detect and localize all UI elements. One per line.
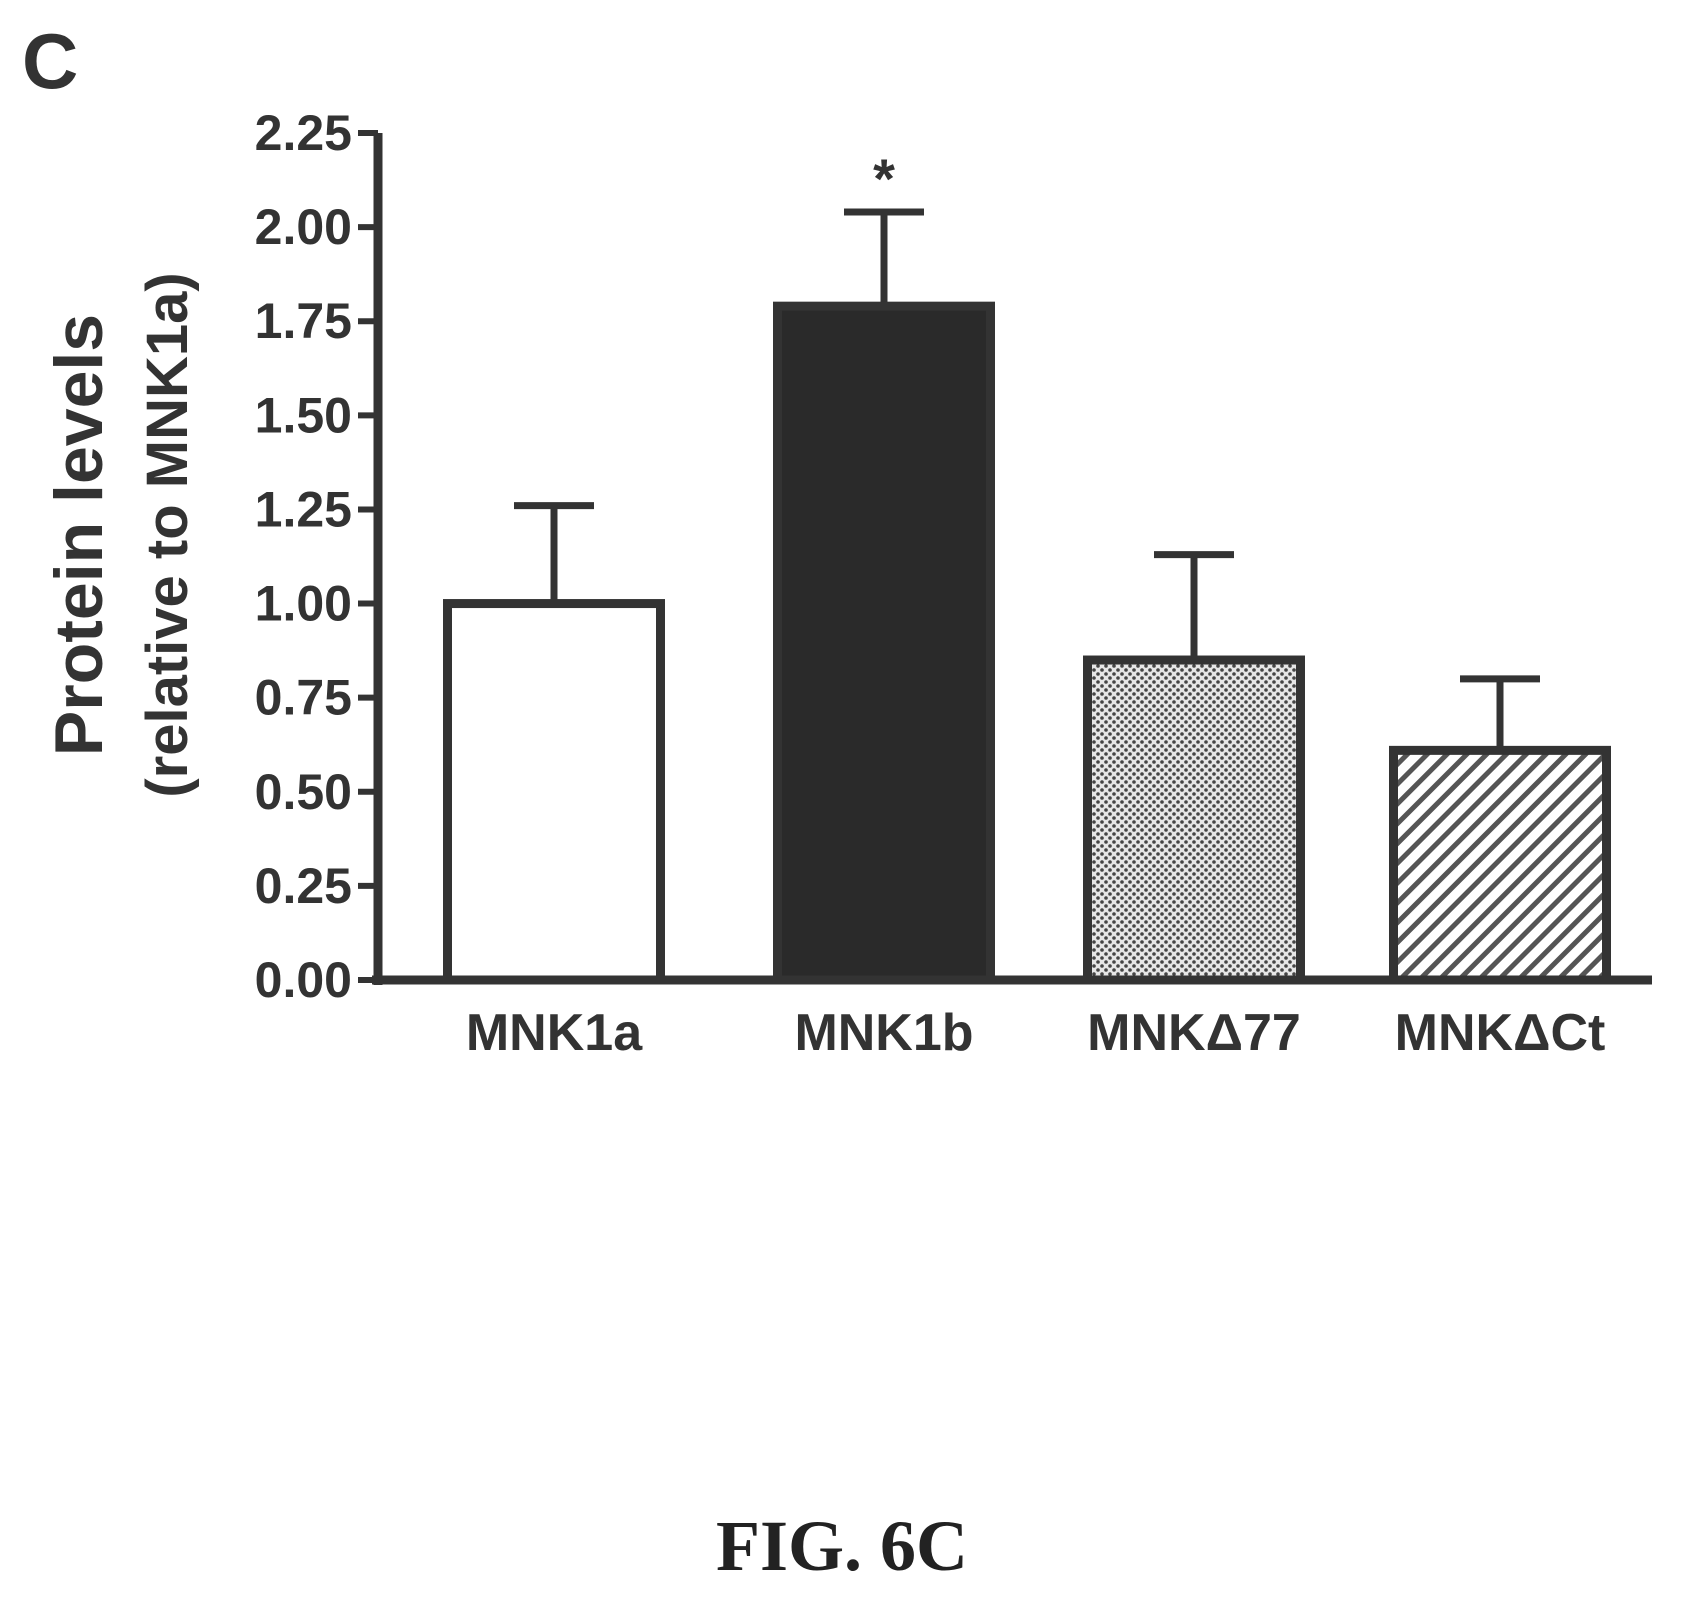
bar-1 <box>773 301 995 985</box>
y-axis-ticks: 0.00 0.25 0.50 0.75 1.00 1.25 1.50 1.75 2.00 2.25 <box>255 105 378 1008</box>
y-tick-label: 2.00 <box>255 199 352 255</box>
x-tick-label: MNK1a <box>466 1004 643 1062</box>
y-tick-label: 0.25 <box>255 858 352 914</box>
bar-2 <box>1083 655 1305 985</box>
y-axis-label-line2: (relative to MNK1a) <box>135 272 200 797</box>
y-tick-label: 1.00 <box>255 576 352 632</box>
bar-3 <box>1389 745 1611 985</box>
panel-label: C <box>22 17 78 105</box>
significance-marker: * <box>873 147 895 210</box>
y-axis-label: Protein levels (relative to MNK1a) <box>41 272 200 797</box>
y-axis-label-line1: Protein levels <box>41 314 117 756</box>
y-tick-label: 1.25 <box>255 481 352 537</box>
y-tick-label: 0.75 <box>255 670 352 726</box>
x-tick-label: MNKΔCt <box>1395 1004 1606 1062</box>
x-axis-labels: MNK1a MNK1b MNKΔ77 MNKΔCt <box>466 1004 1605 1062</box>
x-tick-label: MNKΔ77 <box>1087 1004 1301 1062</box>
figure-caption: FIG. 6C <box>716 1506 968 1586</box>
bar-0 <box>443 599 665 985</box>
bars: * <box>443 147 1611 985</box>
y-tick-label: 2.25 <box>255 105 352 161</box>
y-tick-label: 0.00 <box>255 952 352 1008</box>
y-tick-label: 0.50 <box>255 764 352 820</box>
y-tick-label: 1.75 <box>255 293 352 349</box>
y-tick-label: 1.50 <box>255 387 352 443</box>
x-tick-label: MNK1b <box>794 1004 973 1062</box>
